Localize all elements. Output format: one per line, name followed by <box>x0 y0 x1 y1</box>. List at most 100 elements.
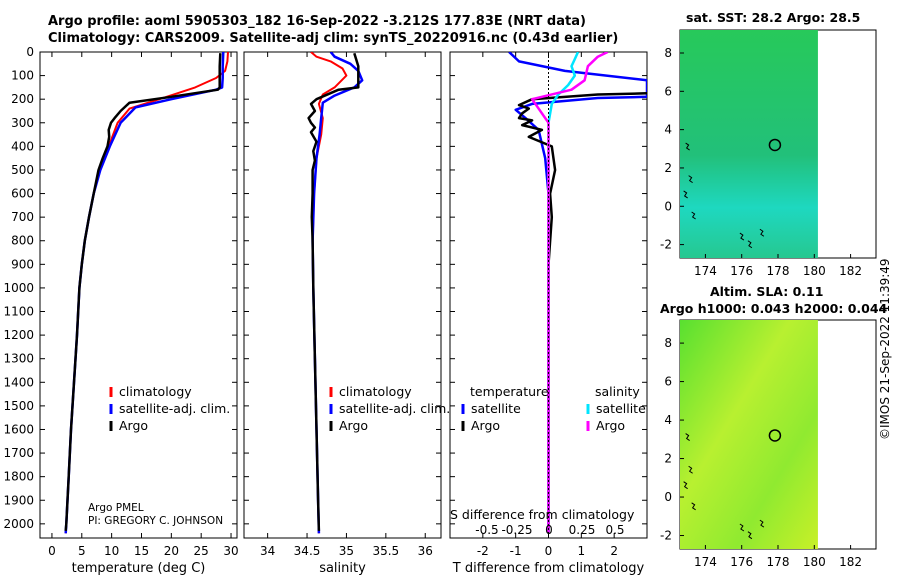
figure-title-line2: Climatology: CARS2009. Satellite-adj cli… <box>48 31 619 46</box>
y-tick-label: 4 <box>664 123 672 137</box>
y-tick-label: 1500 <box>3 399 34 413</box>
y-tick-label: 700 <box>11 210 34 224</box>
sla-coast <box>691 502 696 511</box>
diff-legend-title-temperature: temperature <box>470 384 549 399</box>
y-tick-label: 1100 <box>3 305 34 319</box>
y-tick-label: 500 <box>11 163 34 177</box>
diff-s-xlabel: S difference from climatology <box>450 507 635 522</box>
x-tick-label: 35 <box>339 544 354 558</box>
temperature-panel: 0100200300400500600700800900100011001200… <box>3 45 238 576</box>
y-tick-label: 1800 <box>3 470 34 484</box>
x-tick-label: 182 <box>839 264 862 278</box>
sst-field <box>680 30 818 258</box>
x-tick-label: 180 <box>803 555 826 569</box>
x-tick-label: 180 <box>803 264 826 278</box>
y-tick-label: 6 <box>664 84 672 98</box>
y-tick-label: 1900 <box>3 493 34 507</box>
temp-series-group <box>64 52 229 534</box>
sla-map-subtitle: Argo h1000: 0.043 h2000: 0.044 <box>660 301 888 316</box>
sla-argo-marker <box>768 429 782 442</box>
y-tick-label: 0 <box>664 199 672 213</box>
sst-map-title: sat. SST: 28.2 Argo: 28.5 <box>686 10 861 25</box>
credit-line1: Argo PMEL <box>88 502 144 514</box>
sal-xlabel: salinity <box>319 561 366 576</box>
y-tick-label: 1400 <box>3 375 34 389</box>
x-tick-label: 182 <box>839 555 862 569</box>
x-tick-label: 174 <box>694 264 717 278</box>
diff-s-legend-label: satellite <box>596 401 646 416</box>
x-tick-label: 0 <box>545 544 553 558</box>
diff-s-tick-label: 0.5 <box>605 523 624 537</box>
diff-line-s-satellite <box>547 52 580 534</box>
temp-xlabel: temperature (deg C) <box>72 561 206 576</box>
diff-s-legend-label: Argo <box>596 418 625 433</box>
sst-map-panel: 174 176 178 180 182 -2 0 2 4 6 8 <box>660 29 877 278</box>
diff-t-legend-label: satellite <box>471 401 521 416</box>
x-tick-label: -1 <box>510 544 522 558</box>
difference-panel: -2 -1 0 1 2 T difference from climatology temp… <box>449 51 648 576</box>
x-tick-label: 25 <box>194 544 209 558</box>
x-tick-label: 178 <box>767 264 790 278</box>
sla-coast <box>759 519 765 528</box>
sla-coast <box>688 465 693 474</box>
y-tick-label: 2 <box>664 161 672 175</box>
x-tick-label: 2 <box>610 544 618 558</box>
sst-coast <box>688 175 693 184</box>
y-tick-label: 800 <box>11 234 34 248</box>
y-tick-label: 4 <box>664 413 672 427</box>
sst-coast <box>739 232 745 241</box>
x-tick-label: 10 <box>104 544 119 558</box>
y-tick-label: -2 <box>660 529 672 543</box>
sla-map-panel: 174 176 178 180 182 -2 0 2 4 6 8 <box>660 319 877 569</box>
y-tick-label: 1700 <box>3 446 34 460</box>
x-tick-label: 176 <box>730 264 753 278</box>
sal-frame <box>243 51 442 539</box>
y-tick-label: 1600 <box>3 422 34 436</box>
x-tick-label: 34 <box>260 544 275 558</box>
sst-coast <box>747 240 753 249</box>
y-tick-label: 0 <box>664 490 672 504</box>
temp-frame <box>39 51 238 539</box>
sal-legend-label: satellite-adj. clim. <box>339 401 450 416</box>
y-tick-label: 200 <box>11 92 34 106</box>
y-tick-label: 1300 <box>3 352 34 366</box>
sst-coast <box>759 228 765 237</box>
sst-argo-marker <box>768 138 782 152</box>
x-tick-label: 174 <box>694 555 717 569</box>
sla-coast <box>685 433 690 441</box>
x-tick-label: 1 <box>578 544 586 558</box>
x-tick-label: 20 <box>164 544 179 558</box>
sla-coast <box>739 523 745 532</box>
x-tick-label: 0 <box>48 544 56 558</box>
y-tick-label: -2 <box>660 238 672 252</box>
y-tick-label: 900 <box>11 257 34 271</box>
y-tick-label: 300 <box>11 116 34 130</box>
diff-s-tick-label: 0 <box>545 523 553 537</box>
y-tick-label: 400 <box>11 139 34 153</box>
diff-legend-title-salinity: salinity <box>595 384 640 399</box>
diff-s-tick-label: -0.5 <box>475 523 498 537</box>
diff-s-tick-label: 0.25 <box>569 523 596 537</box>
sal-legend-label: climatology <box>339 384 412 399</box>
y-tick-label: 8 <box>664 336 672 350</box>
y-tick-label: 2 <box>664 452 672 466</box>
x-tick-label: 30 <box>223 544 238 558</box>
x-tick-label: 176 <box>730 555 753 569</box>
x-tick-label: -2 <box>477 544 489 558</box>
sla-field <box>680 320 818 549</box>
y-tick-label: 0 <box>26 45 34 59</box>
diff-xlabel: T difference from climatology <box>452 561 645 576</box>
x-tick-label: 15 <box>134 544 149 558</box>
salinity-panel: 34 34.5 35 35.5 36 salinity climatology satelli… <box>243 51 450 576</box>
y-tick-label: 600 <box>11 187 34 201</box>
x-tick-label: 34.5 <box>294 544 321 558</box>
credit-line2: PI: GREGORY C. JOHNSON <box>88 515 223 527</box>
temp-legend-label: climatology <box>119 384 192 399</box>
diff-t-legend-label: Argo <box>471 418 500 433</box>
figure-title-line1: Argo profile: aoml 5905303_182 16-Sep-20… <box>48 14 586 29</box>
x-tick-label: 36 <box>418 544 433 558</box>
y-tick-label: 2000 <box>3 517 34 531</box>
temp-line-argo <box>64 53 222 532</box>
sst-coast <box>685 142 690 151</box>
y-tick-label: 100 <box>11 69 34 83</box>
